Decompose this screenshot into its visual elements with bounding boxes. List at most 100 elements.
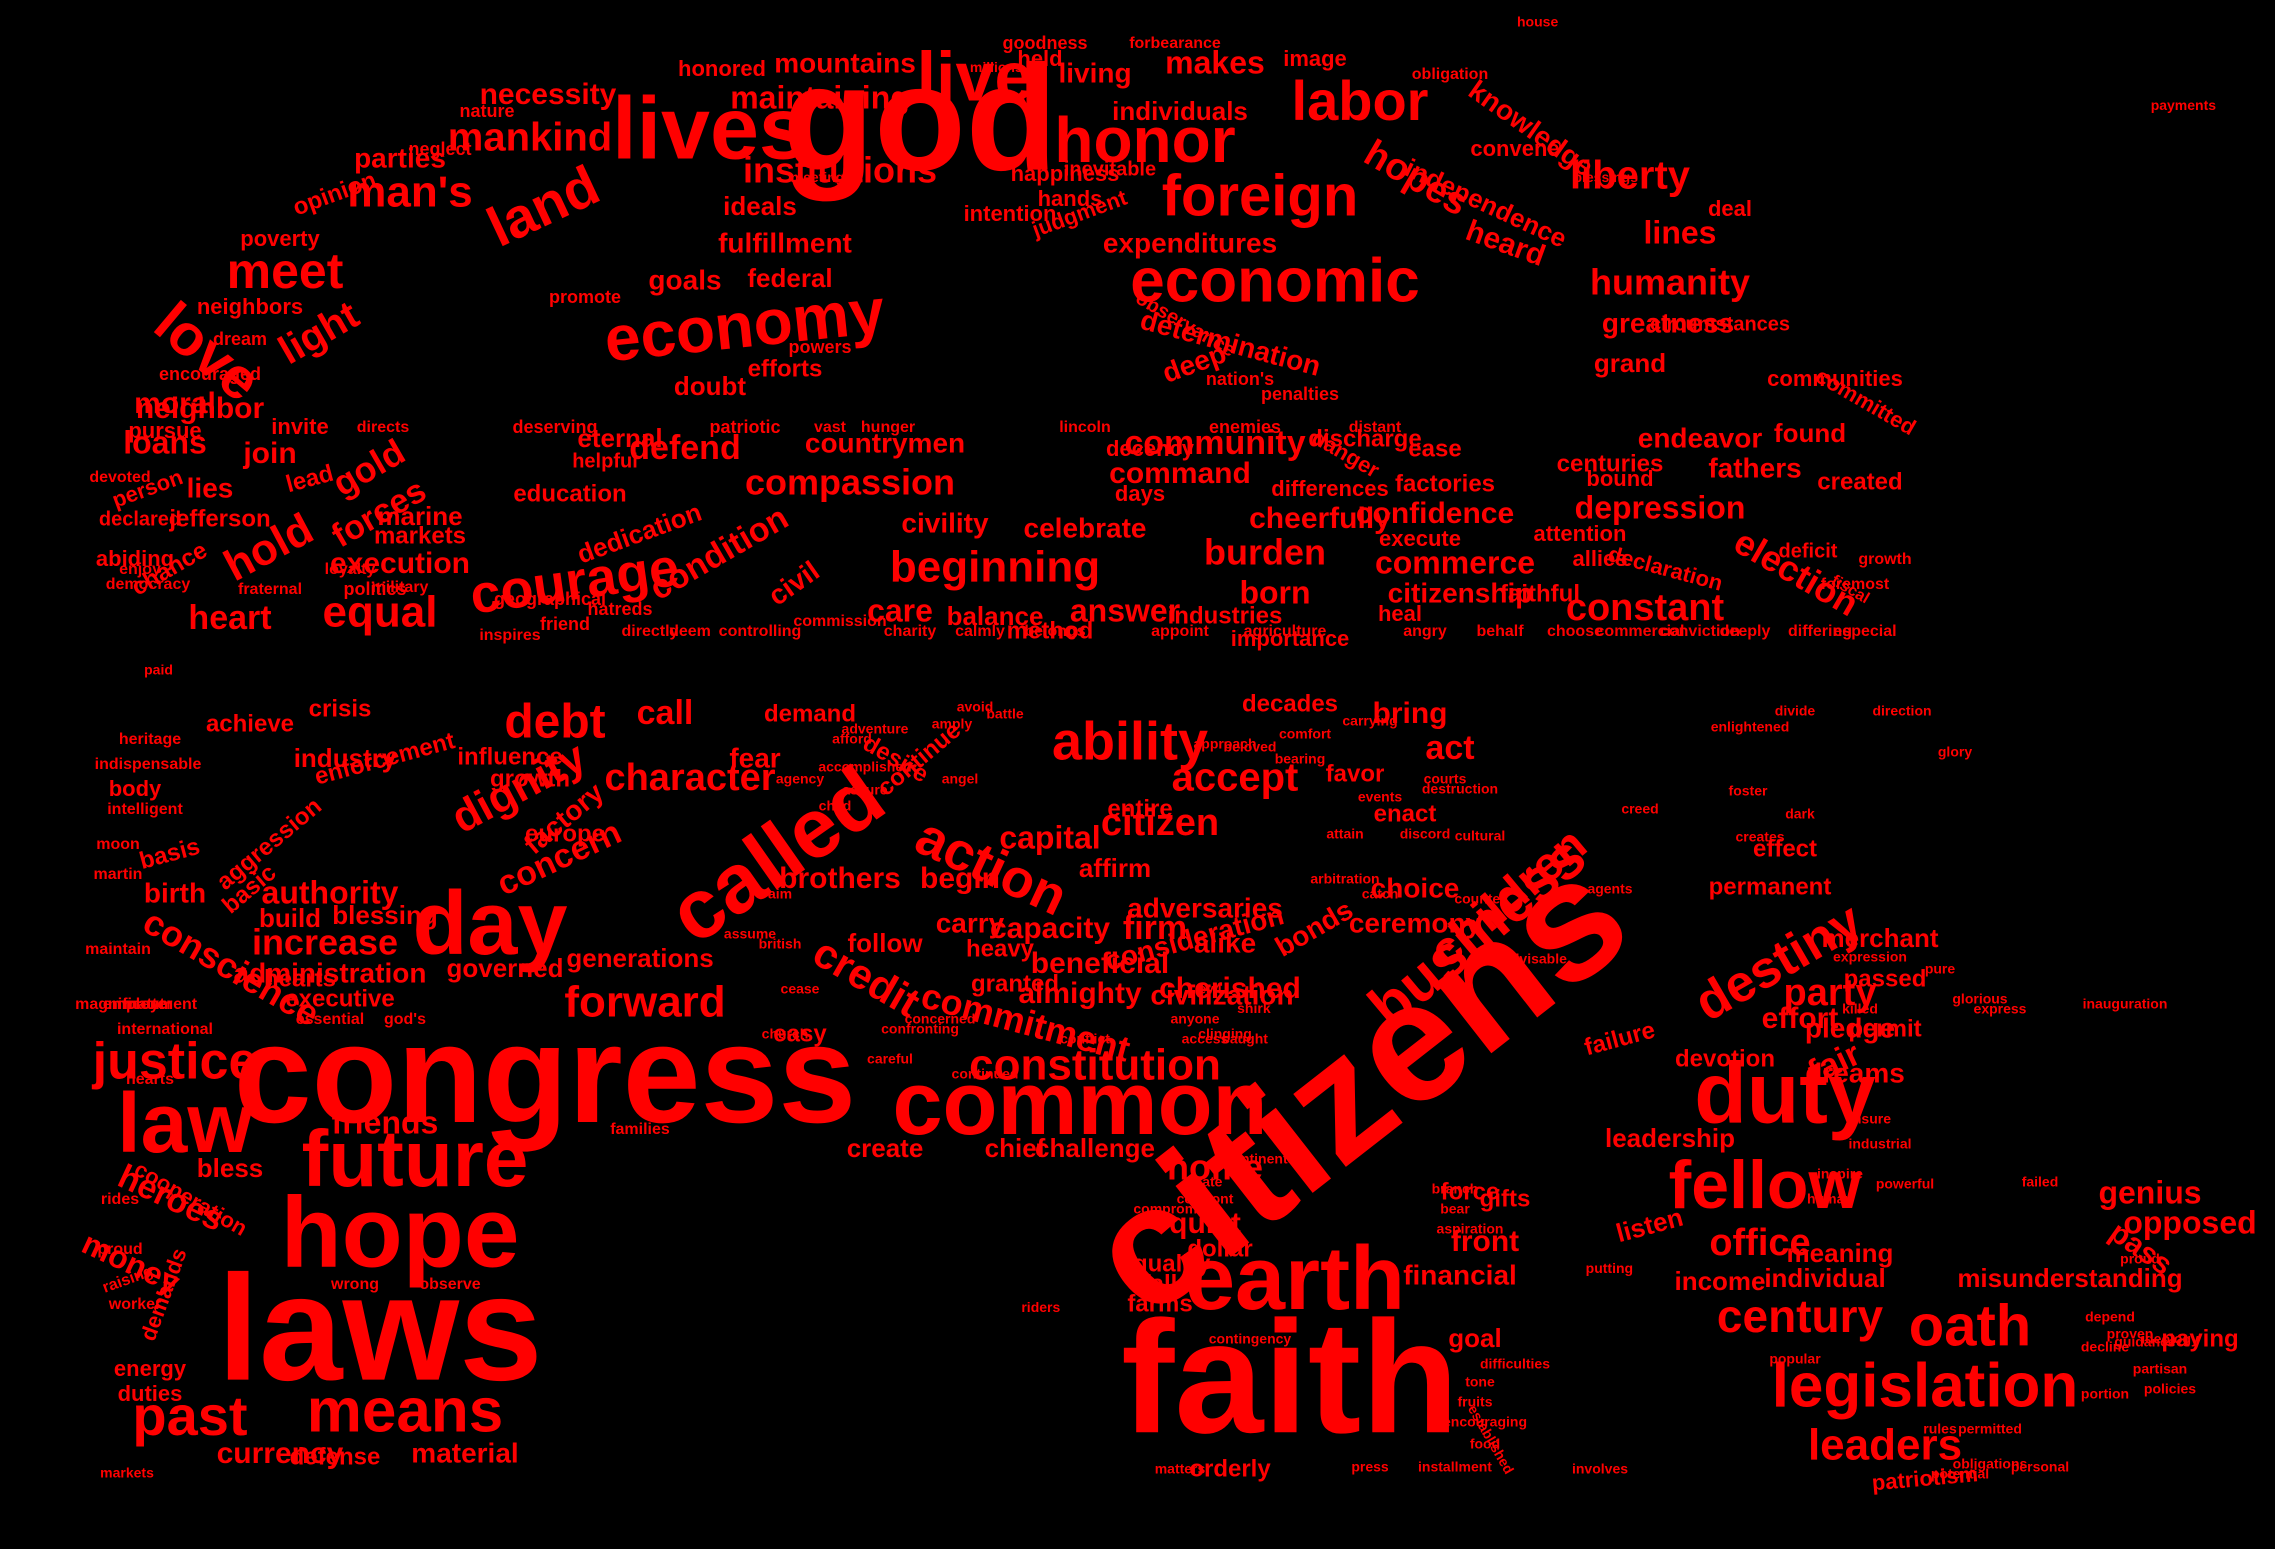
cloud-word: moon (96, 836, 140, 853)
cloud-word: means (307, 1376, 503, 1445)
cloud-word: permitted (1958, 1421, 2022, 1437)
cloud-word: cease (781, 981, 820, 997)
cloud-word: circumstances (1650, 313, 1790, 335)
cloud-word: powers (788, 337, 851, 357)
cloud-word: continued (952, 1066, 1019, 1082)
cloud-word: human (1807, 1191, 1853, 1207)
cloud-word: image (1283, 46, 1347, 71)
cloud-word: divide (1775, 703, 1816, 719)
cloud-word: create (847, 1133, 924, 1163)
cloud-word: contingency (1209, 1331, 1292, 1347)
cloud-word: proud (2120, 1251, 2160, 1267)
cloud-word: accomplished (818, 759, 911, 775)
cloud-word: failed (2022, 1174, 2059, 1190)
cloud-word: bear (1440, 1201, 1470, 1217)
cloud-word: continents (1225, 1151, 1296, 1167)
cloud-word: child (819, 798, 852, 814)
cloud-word: tone (1465, 1374, 1495, 1390)
cloud-word: fate (1198, 1174, 1223, 1190)
cloud-word: millions (970, 59, 1023, 75)
cloud-word: humanity (1590, 262, 1750, 303)
cloud-word: inspire (1817, 1166, 1863, 1182)
cloud-word: agency (776, 771, 824, 787)
cloud-word: faithful (1500, 580, 1580, 607)
cloud-word: build (259, 903, 321, 933)
cloud-word: essential (296, 1011, 364, 1028)
cloud-word: permit (1848, 1015, 1921, 1042)
cloud-word: courts (1424, 771, 1467, 787)
cloud-word: avoid (957, 699, 994, 715)
cloud-word: material (411, 1437, 518, 1468)
cloud-word: heavy (966, 935, 1035, 962)
cloud-word: ceremony (1349, 907, 1482, 938)
cloud-word: economy (601, 274, 888, 375)
cloud-word: advisable (1503, 951, 1567, 967)
cloud-word: convene (1470, 136, 1559, 161)
cloud-word: british (759, 936, 802, 952)
cloud-word: listen (1613, 1202, 1686, 1249)
cloud-word: civilization (1150, 979, 1293, 1010)
cloud-word: hearts (264, 965, 336, 992)
cloud-word: industry (294, 743, 397, 773)
cloud-word: fathers (1708, 452, 1801, 483)
cloud-word: observe (419, 1276, 480, 1293)
cloud-word: angel (942, 771, 979, 787)
cloud-word: evil (1198, 981, 1221, 997)
cloud-word: counter (1454, 891, 1506, 907)
cloud-word: distant (1349, 419, 1402, 436)
cloud-word: knowledge (1463, 74, 1599, 182)
cloud-word: jefferson (168, 505, 270, 532)
cloud-word: meeting (791, 169, 845, 185)
cloud-word: difficulties (1480, 1356, 1550, 1372)
cloud-word: maintain (85, 941, 151, 958)
cloud-word: friends (332, 1104, 439, 1140)
cloud-word: entire (1107, 795, 1172, 822)
cloud-word: putting (1586, 1260, 1633, 1276)
cloud-word: heritage (119, 731, 181, 748)
cloud-word: comfort (1279, 726, 1331, 742)
cloud-word: devoted (89, 469, 150, 486)
cloud-word: nature (459, 101, 514, 121)
cloud-word: vast (814, 419, 847, 436)
cloud-word: involves (1572, 1461, 1628, 1477)
cloud-word: growth (1858, 551, 1911, 568)
cloud-word: employment (103, 996, 198, 1013)
cloud-word: directs (357, 419, 410, 436)
cloud-word: worker (108, 1296, 161, 1313)
cloud-word: industrial (1848, 1136, 1911, 1152)
cloud-word: efforts (748, 355, 823, 382)
cloud-word: enlightened (1711, 719, 1790, 735)
cloud-word: angry (1403, 623, 1447, 640)
cloud-word: civility (901, 507, 989, 538)
cloud-word: markets (100, 1464, 154, 1480)
cloud-word: wrong (330, 1276, 379, 1293)
cloud-word: inevitable (1064, 158, 1156, 180)
cloud-word: catch (1362, 886, 1399, 902)
cloud-word: begin (920, 862, 1000, 895)
cloud-word: pure (1925, 961, 1956, 977)
cloud-word: bonds (1270, 894, 1358, 963)
cloud-word: markets (374, 522, 466, 549)
cloud-word: depend (2085, 1309, 2135, 1325)
cloud-word: europe (525, 820, 605, 847)
cloud-word: governed (446, 953, 563, 983)
cloud-word: lines (1644, 214, 1717, 250)
cloud-word: fraternal (238, 581, 302, 598)
cloud-word: god's (384, 1011, 426, 1028)
cloud-word: call (637, 694, 694, 732)
cloud-word: policies (2144, 1381, 2196, 1397)
cloud-word: carry (936, 907, 1005, 938)
cloud-word: century (1717, 1290, 1884, 1342)
cloud-word: riders (1021, 1299, 1060, 1315)
cloud-word: lies (187, 472, 234, 503)
cloud-word: foremost (1821, 576, 1890, 593)
cloud-word: careful (867, 1051, 913, 1067)
cloud-word: days (1115, 481, 1165, 506)
cloud-word: land (478, 153, 609, 259)
cloud-word: dark (1785, 806, 1815, 822)
cloud-word: blessing (332, 900, 437, 930)
cloud-word: friend (540, 614, 590, 634)
cloud-word: confronting (881, 1021, 959, 1037)
cloud-word: matters (1155, 1461, 1206, 1477)
